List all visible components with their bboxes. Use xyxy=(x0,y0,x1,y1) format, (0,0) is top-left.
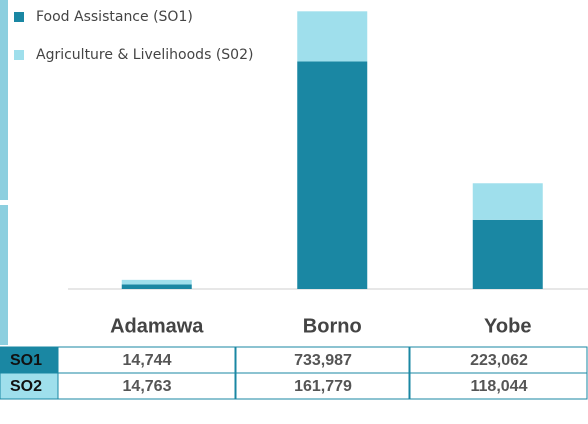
bar-segment xyxy=(472,219,543,289)
legend-label: Agriculture & Livelihoods (S02) xyxy=(36,47,253,63)
side-strip xyxy=(0,0,8,200)
legend-label: Food Assistance (SO1) xyxy=(36,9,193,25)
table-cell xyxy=(57,372,236,400)
category-label: Borno xyxy=(303,315,362,337)
table-row-header xyxy=(0,346,59,374)
table-value: 14,744 xyxy=(123,352,172,369)
table-cell xyxy=(57,346,236,374)
legend-swatch xyxy=(14,50,24,60)
table-cell xyxy=(409,346,588,374)
table-row-label: SO2 xyxy=(10,378,42,395)
table-row-header xyxy=(0,372,59,400)
side-strip xyxy=(0,205,8,345)
bar-segment xyxy=(121,284,192,289)
bar-segment xyxy=(297,11,368,62)
table-cell xyxy=(235,372,410,400)
table-value: 223,062 xyxy=(470,352,528,369)
bar-segment xyxy=(121,279,192,285)
category-label: Yobe xyxy=(484,315,531,337)
bar-segment xyxy=(472,183,543,220)
table-cell xyxy=(409,372,588,400)
table-row-label: SO1 xyxy=(10,352,42,369)
table-value: 14,763 xyxy=(123,378,172,395)
table-value: 733,987 xyxy=(294,352,352,369)
table-value: 161,779 xyxy=(294,378,352,395)
table-value: 118,044 xyxy=(471,378,528,395)
category-label: Adamawa xyxy=(110,315,204,337)
legend-swatch xyxy=(14,12,24,22)
bar-segment xyxy=(297,61,368,289)
